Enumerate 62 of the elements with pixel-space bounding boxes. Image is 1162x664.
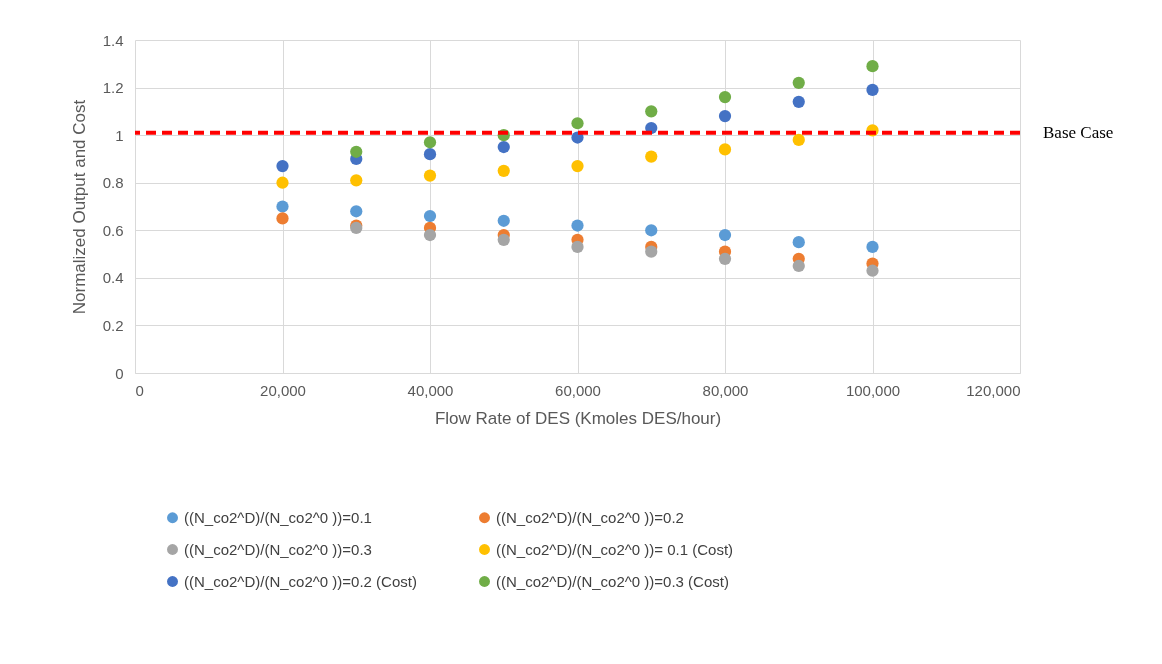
point bbox=[497, 233, 510, 246]
point bbox=[645, 224, 658, 237]
point bbox=[497, 214, 510, 227]
point bbox=[645, 150, 658, 163]
y-tick-label: 1.2 bbox=[102, 79, 124, 97]
legend-label: ((N_co2^D)/(N_co2^0 ))=0.1 bbox=[184, 508, 372, 526]
x-tick-label: 40,000 bbox=[407, 381, 454, 399]
point bbox=[497, 164, 510, 177]
point bbox=[276, 200, 289, 213]
point bbox=[718, 90, 732, 104]
point bbox=[792, 236, 805, 249]
point bbox=[350, 145, 363, 158]
ref-line-label: Base Case bbox=[1043, 122, 1114, 142]
point bbox=[645, 105, 658, 118]
y-tick-label: 1.4 bbox=[102, 31, 124, 49]
y-tick-label: 0.6 bbox=[102, 221, 124, 239]
x-tick-label: 120,000 bbox=[966, 381, 1021, 399]
point bbox=[792, 133, 805, 147]
point bbox=[276, 212, 289, 225]
point bbox=[792, 76, 805, 89]
point bbox=[423, 148, 437, 161]
point bbox=[423, 169, 437, 182]
x-tick-label: 100,000 bbox=[845, 381, 901, 399]
point bbox=[718, 252, 732, 265]
point bbox=[350, 174, 363, 187]
legend-label: ((N_co2^D)/(N_co2^0 ))=0.3 (Cost) bbox=[496, 572, 729, 590]
point bbox=[276, 159, 289, 173]
y-tick-label: 0 bbox=[115, 364, 124, 382]
y-tick-label: 0.8 bbox=[102, 174, 124, 192]
point bbox=[645, 245, 658, 258]
point bbox=[423, 209, 437, 223]
point bbox=[718, 143, 732, 156]
legend-label: ((N_co2^D)/(N_co2^0 ))=0.2 bbox=[496, 508, 684, 526]
x-axis-title: Flow Rate of DES (Kmoles DES/hour) bbox=[434, 408, 722, 428]
legend-label: ((N_co2^D)/(N_co2^0 ))=0.3 bbox=[184, 540, 372, 558]
y-axis-title: Normalized Output and Cost bbox=[69, 99, 89, 315]
x-tick-label: 0 bbox=[135, 381, 144, 399]
point bbox=[866, 60, 879, 73]
point bbox=[497, 140, 510, 154]
x-tick-label: 60,000 bbox=[555, 381, 601, 399]
point bbox=[718, 228, 732, 242]
point bbox=[571, 117, 584, 130]
point bbox=[423, 136, 437, 149]
point bbox=[792, 95, 805, 108]
point bbox=[866, 83, 879, 97]
point bbox=[571, 240, 584, 254]
point bbox=[866, 240, 879, 254]
y-tick-label: 0.2 bbox=[102, 316, 124, 334]
point bbox=[350, 205, 363, 218]
legend-label: ((N_co2^D)/(N_co2^0 ))=0.2 (Cost) bbox=[184, 572, 417, 590]
point bbox=[571, 159, 584, 173]
y-tick-label: 1 bbox=[115, 126, 124, 144]
point bbox=[423, 228, 437, 242]
x-tick-label: 80,000 bbox=[702, 381, 749, 399]
point bbox=[571, 219, 584, 232]
x-tick-label: 20,000 bbox=[260, 381, 306, 399]
point bbox=[276, 176, 289, 189]
legend-label: ((N_co2^D)/(N_co2^0 ))= 0.1 (Cost) bbox=[496, 540, 734, 558]
point bbox=[792, 259, 805, 273]
point bbox=[718, 110, 732, 123]
y-tick-label: 0.4 bbox=[102, 269, 124, 287]
point bbox=[866, 264, 879, 277]
